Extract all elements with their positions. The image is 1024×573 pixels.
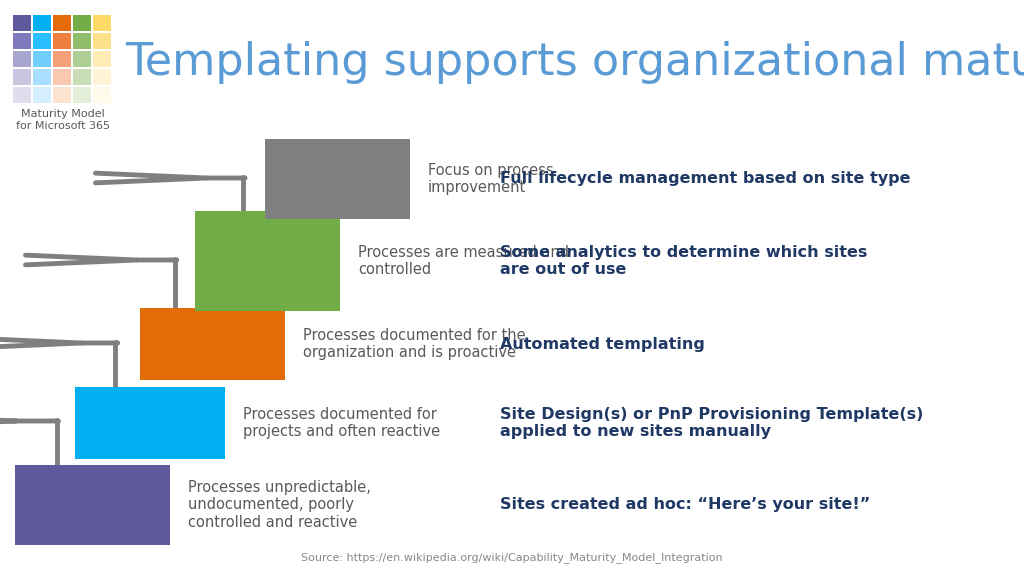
Bar [15,465,170,545]
Bar [53,15,71,31]
Text: Maturity Model
for Microsoft 365: Maturity Model for Microsoft 365 [16,109,110,131]
Text: Managed: Managed [108,429,193,446]
Bar [93,69,111,85]
Text: Level 2: Level 2 [124,405,176,419]
Text: Processes documented for the
organization and is proactive: Processes documented for the organizatio… [303,328,525,360]
Bar [93,15,111,31]
Bar [13,51,31,67]
Bar [93,51,111,67]
Bar [75,387,225,459]
Bar [33,69,51,85]
Bar [13,15,31,31]
Bar [33,87,51,103]
Text: Level 1: Level 1 [67,485,119,500]
Text: Managed: Managed [226,284,309,299]
Text: Full lifecycle management based on site type: Full lifecycle management based on site … [500,171,910,186]
Bar [73,51,91,67]
Bar [53,33,71,49]
Text: Source: https://en.wikipedia.org/wiki/Capability_Maturity_Model_Integration: Source: https://en.wikipedia.org/wiki/Ca… [301,552,723,563]
Text: Focus on process
improvement: Focus on process improvement [428,163,554,195]
Text: Quantitatively: Quantitatively [203,261,332,277]
Bar [13,33,31,49]
Bar [140,308,285,380]
Text: Some analytics to determine which sites
are out of use: Some analytics to determine which sites … [500,245,867,277]
Text: Level 4: Level 4 [242,231,294,246]
Text: Defined: Defined [176,350,249,367]
Bar [13,87,31,103]
Text: Processes unpredictable,
undocumented, poorly
controlled and reactive: Processes unpredictable, undocumented, p… [188,480,371,530]
Text: Sites created ad hoc: “Here’s your site!”: Sites created ad hoc: “Here’s your site!… [500,497,870,512]
Text: Processes documented for
projects and often reactive: Processes documented for projects and of… [243,407,440,439]
Bar [53,51,71,67]
Bar [73,33,91,49]
Text: Templating supports organizational maturity: Templating supports organizational matur… [125,41,1024,84]
Bar [33,15,51,31]
Bar [53,69,71,85]
Bar [33,51,51,67]
Bar [33,33,51,49]
Text: Initial: Initial [66,512,120,530]
Bar [195,211,340,311]
Bar [73,87,91,103]
Text: Site Design(s) or PnP Provisioning Template(s)
applied to new sites manually: Site Design(s) or PnP Provisioning Templ… [500,407,924,439]
Bar [93,87,111,103]
Bar [13,69,31,85]
Bar [73,15,91,31]
Text: Level 5: Level 5 [311,159,364,175]
Bar [265,139,410,219]
Text: Level 3: Level 3 [186,325,239,341]
Text: Optimizing: Optimizing [287,186,388,204]
Bar [53,87,71,103]
Text: Automated templating: Automated templating [500,336,705,351]
Text: Processes are measured and
controlled: Processes are measured and controlled [358,245,569,277]
Bar [73,69,91,85]
Bar [93,33,111,49]
